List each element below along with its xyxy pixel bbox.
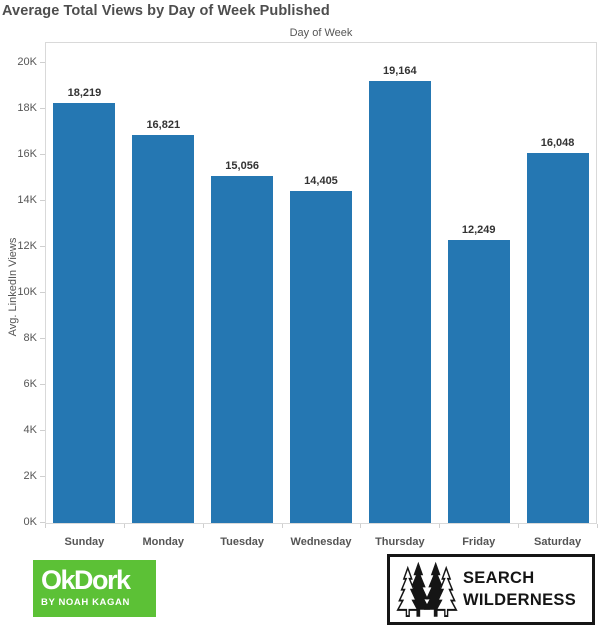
bar-tuesday	[211, 176, 274, 523]
bar-friday	[447, 240, 510, 523]
page-title: Average Total Views by Day of Week Publi…	[2, 3, 330, 19]
x-tick-label: Saturday	[534, 536, 582, 548]
y-tick-label: 2K	[23, 470, 37, 482]
x-tick-label: Tuesday	[220, 536, 265, 548]
x-axis-title: Day of Week	[289, 27, 353, 39]
bar-value-label: 18,219	[67, 87, 102, 99]
search-wilderness-logo: SEARCH WILDERNESS	[387, 554, 595, 625]
okdork-logo-byline: BY NOAH KAGAN	[41, 597, 130, 608]
y-tick-label: 6K	[23, 378, 37, 390]
y-tick-label: 0K	[23, 516, 37, 528]
x-tick-mark	[123, 524, 125, 528]
bar-value-label: 19,164	[383, 65, 417, 77]
okdork-logo-name: OkDork	[41, 565, 131, 595]
x-tick-mark	[45, 524, 46, 528]
y-tick-label: 16K	[17, 148, 37, 160]
x-tick-mark	[281, 524, 283, 528]
y-tick-mark	[40, 108, 45, 109]
okdork-logo: OkDork BY NOAH KAGAN	[33, 560, 156, 617]
bar-value-label: 15,056	[225, 160, 259, 172]
x-tick-label: Sunday	[64, 536, 105, 548]
bar-value-label: 16,821	[146, 119, 181, 131]
y-tick-label: 14K	[17, 194, 37, 206]
bar-value-label: 16,048	[540, 137, 575, 149]
x-tick-label: Monday	[142, 536, 185, 548]
x-tick-mark	[360, 524, 362, 528]
y-tick-mark	[40, 476, 45, 477]
x-tick-mark	[439, 524, 441, 528]
pine-trees-icon	[396, 561, 458, 618]
x-tick-label: Friday	[462, 536, 496, 548]
x-tick-mark	[518, 524, 520, 528]
bar-value-label: 12,249	[461, 224, 496, 236]
bar-thursday	[368, 81, 431, 523]
y-tick-mark	[40, 154, 45, 155]
y-tick-label: 8K	[23, 332, 37, 344]
bar-monday	[132, 135, 195, 523]
search-wilderness-line2: WILDERNESS	[463, 590, 577, 609]
x-tick-mark	[202, 524, 204, 528]
x-tick-mark	[597, 524, 598, 528]
y-tick-mark	[40, 200, 45, 201]
search-wilderness-logo-text: SEARCH WILDERNESS	[463, 568, 576, 611]
y-tick-label: 12K	[17, 240, 37, 252]
y-tick-mark	[40, 522, 45, 523]
y-tick-label: 4K	[23, 424, 37, 436]
y-tick-mark	[40, 62, 45, 63]
y-tick-mark	[40, 246, 45, 247]
bar-value-label: 14,405	[304, 175, 338, 187]
bar-saturday	[526, 153, 589, 523]
y-tick-label: 20K	[17, 56, 37, 68]
search-wilderness-line1: SEARCH	[463, 569, 535, 588]
y-tick-mark	[40, 384, 45, 385]
y-tick-label: 10K	[17, 286, 37, 298]
y-tick-mark	[40, 430, 45, 431]
bar-sunday	[53, 103, 116, 523]
y-tick-mark	[40, 338, 45, 339]
x-tick-label: Thursday	[375, 536, 425, 548]
y-tick-mark	[40, 292, 45, 293]
y-tick-label: 18K	[17, 102, 37, 114]
x-tick-label: Wednesday	[290, 536, 352, 548]
bar-wednesday	[290, 191, 352, 523]
